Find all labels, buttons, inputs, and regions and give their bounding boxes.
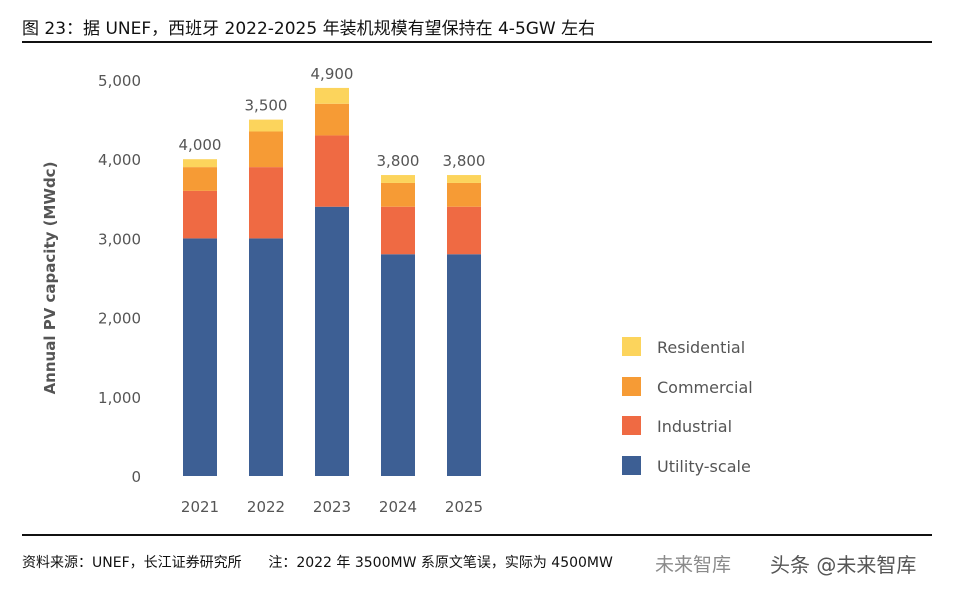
bar-industrial <box>183 190 217 239</box>
legend-label: Commercial <box>657 378 753 397</box>
y-tick-label: 5,000 <box>98 72 141 90</box>
y-tick-label: 0 <box>131 468 141 486</box>
legend-swatch <box>622 337 641 356</box>
top-rule <box>22 41 932 43</box>
legend-swatch <box>622 416 641 435</box>
total-label: 4,000 <box>179 136 222 154</box>
bar-industrial <box>249 167 283 239</box>
x-tick-label: 2025 <box>445 498 483 516</box>
note-text: 注：2022 年 3500MW 系原文笔误，实际为 4500MW <box>268 555 613 571</box>
bar-commercial <box>447 182 481 207</box>
bar-commercial <box>183 167 217 191</box>
bar-commercial <box>381 182 415 207</box>
y-tick-label: 3,000 <box>98 230 141 248</box>
bar-industrial <box>381 206 415 255</box>
bar-residential <box>381 175 415 183</box>
bar-commercial <box>315 103 349 136</box>
legend-label: Utility-scale <box>657 457 751 476</box>
y-tick-label: 1,000 <box>98 389 141 407</box>
legend-label: Industrial <box>657 417 732 436</box>
x-tick-label: 2022 <box>247 498 285 516</box>
y-tick-label: 2,000 <box>98 310 141 328</box>
bar-residential <box>447 175 481 183</box>
x-tick-label: 2021 <box>181 498 219 516</box>
wechat-watermark: 未来智库 <box>655 554 732 576</box>
footer: 资料来源：UNEF，长江证券研究所 注：2022 年 3500MW 系原文笔误，… <box>22 552 613 572</box>
bar-utility-scale <box>249 238 283 476</box>
bar-utility-scale <box>447 254 481 476</box>
legend-label: Residential <box>657 338 745 357</box>
y-axis-label: Annual PV capacity (MWdc) <box>41 162 59 395</box>
total-label: 3,800 <box>443 152 486 170</box>
x-tick-label: 2024 <box>379 498 417 516</box>
bar-industrial <box>315 135 349 207</box>
legend-swatch <box>622 456 641 475</box>
figure-title: 图 23：据 UNEF，西班牙 2022-2025 年装机规模有望保持在 4-5… <box>22 19 596 39</box>
total-label: 3,800 <box>377 152 420 170</box>
x-tick-label: 2023 <box>313 498 351 516</box>
bar-industrial <box>447 206 481 255</box>
bar-residential <box>183 159 217 168</box>
bar-commercial <box>249 131 283 168</box>
total-label: 3,500 <box>245 97 288 115</box>
total-label: 4,900 <box>311 65 354 83</box>
bar-residential <box>315 87 349 104</box>
bar-residential <box>249 119 283 132</box>
watermark: 头条 @未来智库 <box>770 553 917 577</box>
bar-utility-scale <box>183 238 217 476</box>
y-tick-label: 4,000 <box>98 151 141 169</box>
bar-utility-scale <box>381 254 415 476</box>
bottom-rule <box>22 534 932 536</box>
source-text: 资料来源：UNEF，长江证券研究所 <box>22 555 242 571</box>
bar-utility-scale <box>315 206 349 476</box>
legend-swatch <box>622 377 641 396</box>
